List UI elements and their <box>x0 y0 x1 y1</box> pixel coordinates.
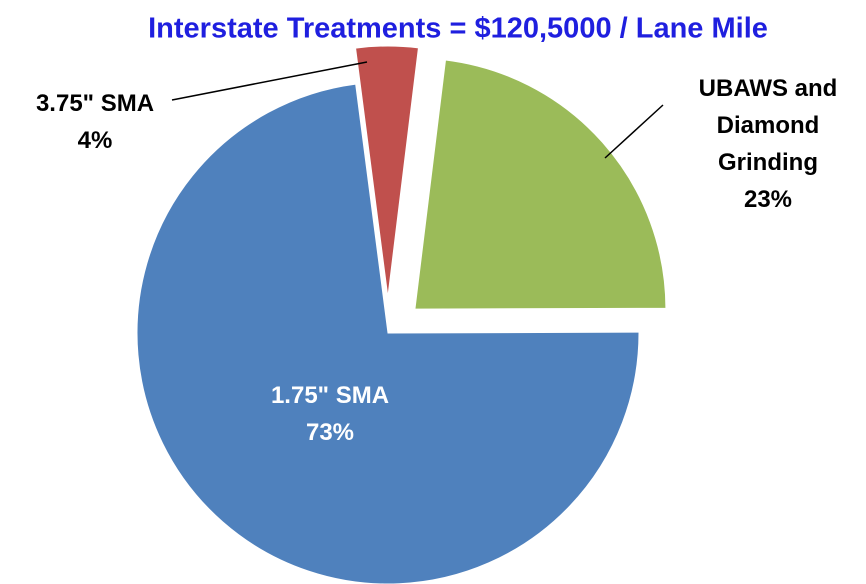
value-label: 4% <box>77 127 113 154</box>
category-label: 1.75" SMA <box>270 382 390 409</box>
slice-label: 1.75" SMA 73% <box>230 377 430 451</box>
slice-label: 3.75" SMA 4% <box>5 85 185 159</box>
pie-slice <box>414 59 667 310</box>
category-label: 3.75" SMA <box>35 90 155 117</box>
slice-label: UBAWS and Diamond Grinding 23% <box>673 70 863 218</box>
value-label: 73% <box>305 419 355 446</box>
category-label: UBAWS and Diamond Grinding <box>698 75 838 176</box>
value-label: 23% <box>743 186 793 213</box>
pie-slice <box>354 45 420 298</box>
leader-line <box>604 104 664 159</box>
leader-line <box>171 61 368 101</box>
label-box: 3.75" SMA 4% <box>5 85 185 159</box>
label-box: UBAWS and Diamond Grinding 23% <box>673 70 863 218</box>
label-box: 1.75" SMA 73% <box>230 377 430 451</box>
pie-slice <box>136 83 640 584</box>
chart-title: Interstate Treatments = $120,5000 / Lane… <box>148 13 768 45</box>
